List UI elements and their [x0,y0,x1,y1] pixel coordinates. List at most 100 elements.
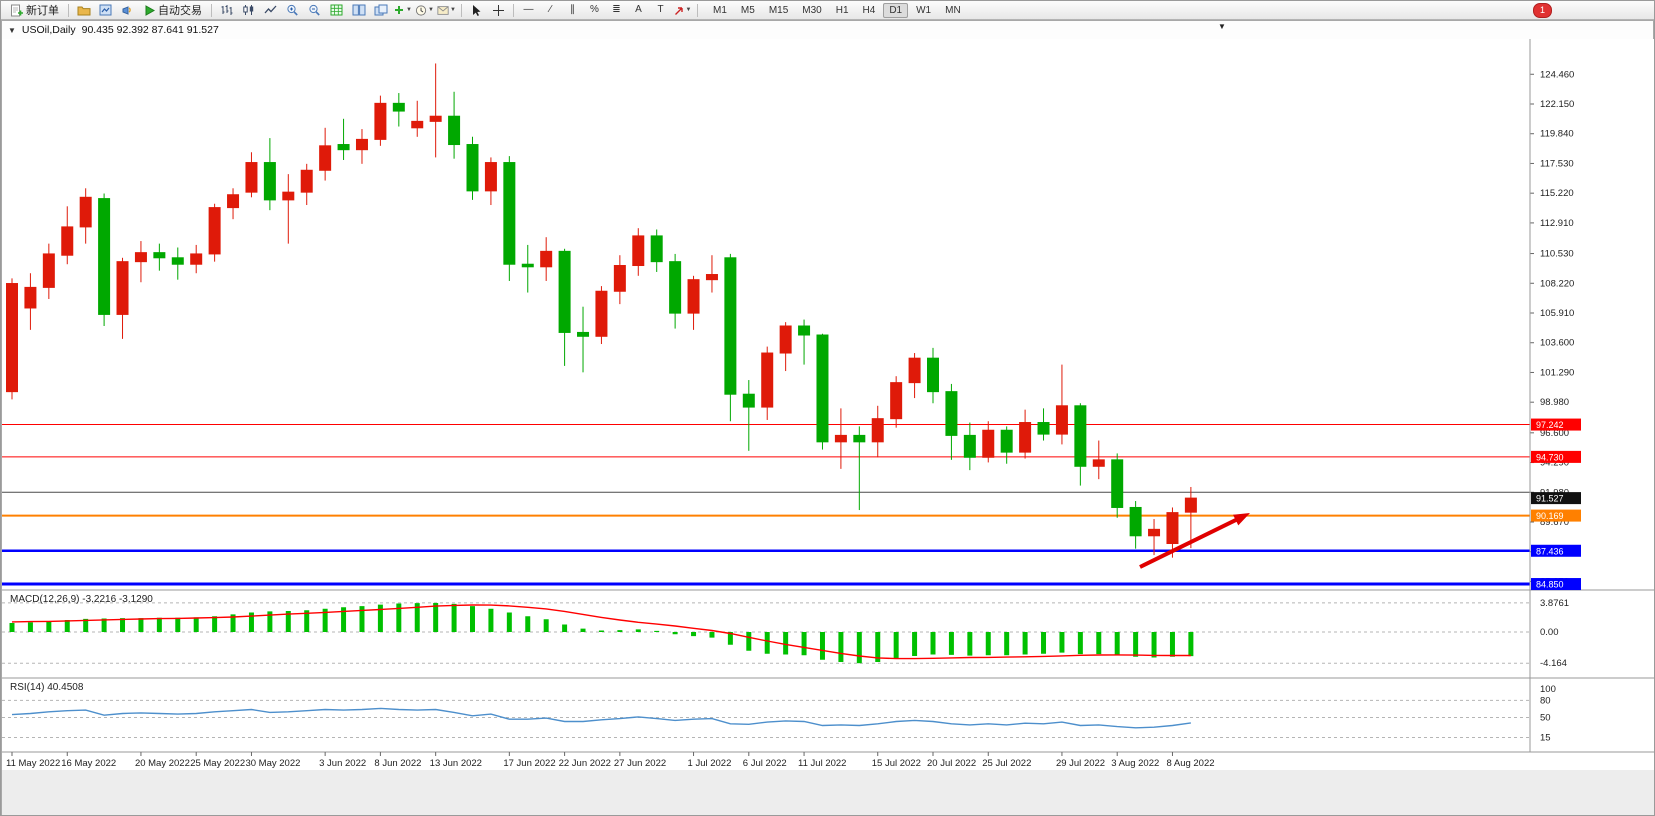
zoom-out-button[interactable] [304,1,325,19]
window-menu-icon[interactable]: ▼ [8,25,16,35]
candle-13-Jun [429,115,442,122]
price-axis-tick: 119.840 [1540,129,1574,140]
timeframe-button-mn[interactable]: MN [945,4,961,16]
main-toolbar: 新订单 自动交易 [1,1,1654,20]
market-watch-button[interactable] [95,1,116,19]
timeframe-button-m1[interactable]: M1 [713,4,727,16]
toolbar-separator [461,3,462,17]
cursor-button[interactable] [466,1,487,19]
candle-30-May [245,162,258,193]
candle-7-Jun [355,138,368,151]
price-tag-84.850 [1531,578,1581,591]
label-tool-button[interactable]: T [650,1,671,19]
grid-button[interactable] [326,1,347,19]
candle-18-Jul [890,382,903,420]
fibonacci-tool-button[interactable]: % [584,1,605,19]
arrow-head [1233,513,1250,526]
tile-windows-button[interactable] [348,1,369,19]
crosshair-icon [493,4,504,16]
candle-27-May [227,194,240,209]
cursor-icon [473,4,481,16]
toolbar-separator [68,3,69,17]
candle-28-Jul [1037,422,1050,435]
chart-symbol-title: USOil,Daily [21,24,76,36]
candle-15-Jun [466,144,479,192]
date-axis-label: 1 Jul 2022 [688,758,732,769]
date-axis-label: 30 May 2022 [245,758,300,769]
candle-8-Aug [1166,512,1179,545]
timeframe-button-m5[interactable]: M5 [740,4,755,16]
channel-tool-button[interactable]: ∥ [562,1,583,19]
candle-19-May [116,261,129,315]
candle-4-Aug [1129,506,1142,537]
price-axis-tick: 112.910 [1540,218,1574,229]
candle-16-Jun [484,162,497,192]
chart-canvas[interactable]: 124.460 122.150 119.840 117.530 115.220 112.9… [2,39,1655,816]
svg-text:91.527: 91.527 [1536,494,1564,504]
mail-button[interactable]: ▼ [436,1,457,19]
arrows-tool-button[interactable]: ▼ [672,1,693,19]
autotrading-button[interactable]: 自动交易 [139,1,207,19]
crosshair-button[interactable] [488,1,509,19]
rsi-axis-tick: 15 [1540,732,1551,743]
candle-3-Jun [319,145,332,171]
date-axis-label: 11 Jul 2022 [798,758,846,769]
time-button[interactable]: ▼ [414,1,435,19]
rsi-label: RSI(14) 40.4508 [10,682,84,693]
autotrading-label: 自动交易 [158,5,202,17]
timeframe-button-h1[interactable]: H1 [835,4,849,16]
candle-28-Jun [632,235,645,267]
candle-25-Jul [982,429,995,458]
rsi-axis-tick: 80 [1540,695,1551,706]
timeframe-button-d1[interactable]: D1 [883,2,909,18]
trend-arrow-annotation[interactable] [1139,515,1242,569]
candle-13-May [42,253,55,288]
alerts-button[interactable] [117,1,138,19]
new-order-button[interactable]: 新订单 [5,1,64,19]
charts-profile-button[interactable] [73,1,94,19]
candle-5-Aug [1148,528,1161,537]
zoom-in-button[interactable] [282,1,303,19]
cascade-windows-button[interactable] [370,1,391,19]
candle-31-May [263,162,276,201]
notification-badge[interactable]: 1 [1533,2,1552,18]
candle-23-Jun [577,331,590,337]
candle-26-May [208,207,221,255]
new-chart-button[interactable]: ▼ [392,1,413,19]
date-axis-label: 11 May 2022 [6,758,60,769]
svg-text:97.242: 97.242 [1536,420,1564,430]
timeframe-button-m15[interactable]: M15 [768,4,789,16]
date-axis-label: 29 Jul 2022 [1056,758,1105,769]
line-chart-type-button[interactable] [260,1,281,19]
timeframe-button-m30[interactable]: M30 [802,4,822,16]
text-icon: A [635,4,642,15]
chart-shift-marker[interactable]: ▼ [1218,22,1226,31]
timeframe-button-w1[interactable]: W1 [916,4,932,16]
candle-22-Jul [963,434,976,458]
market-watch-icon [99,4,112,16]
bar-chart-type-button[interactable] [216,1,237,19]
price-axis-tick: 108.220 [1540,278,1574,289]
candle-12-Jul [816,334,829,443]
timeframe-button-h4[interactable]: H4 [862,4,876,16]
candle-26-Jul [1000,429,1013,453]
candle-24-Jun [595,290,608,337]
candle-18-May [98,198,111,315]
horizontal-line-tool-button[interactable]: — [518,1,539,19]
candle-2-Jun [300,169,313,193]
candlestick-type-button[interactable] [238,1,259,19]
price-axis-tick: 94.290 [1540,458,1569,469]
svg-text:94.730: 94.730 [1536,452,1564,462]
price-chart[interactable]: 124.460 122.150 119.840 117.530 115.220 112.9… [2,39,1655,816]
text-tool-button[interactable]: A [628,1,649,19]
price-axis-tick: 124.460 [1540,69,1574,80]
candle-14-Jun [448,115,461,146]
timeframe-toolbar: M1 M5 M15 M30 H1 H4 D1 W1 MN [706,2,968,18]
levels-tool-button[interactable]: ≣ [606,1,627,19]
chevron-down-icon: ▼ [406,7,412,13]
candle-29-Jul [1055,405,1068,435]
svg-text:84.850: 84.850 [1536,580,1564,590]
trendline-tool-button[interactable]: ∕ [540,1,561,19]
date-axis-label: 20 May 2022 [135,758,190,769]
